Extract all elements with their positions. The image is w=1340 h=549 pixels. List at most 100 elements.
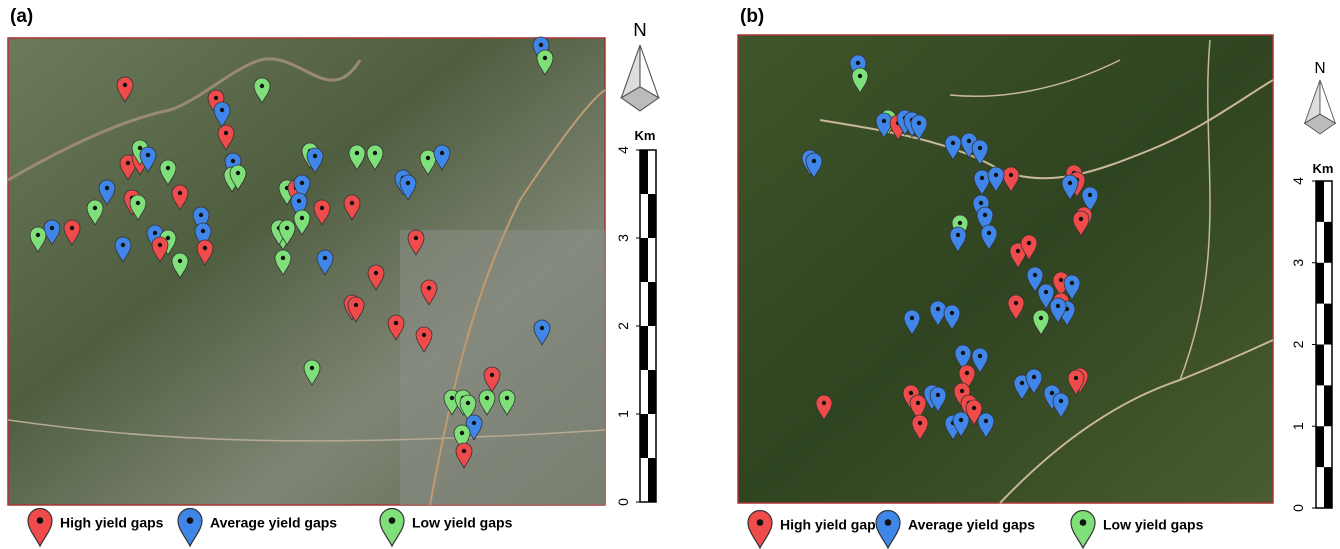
marker-dot [158,243,162,247]
marker-dot [961,351,965,355]
marker-dot [485,396,489,400]
marker-dot [136,201,140,205]
marker-dot [414,236,418,240]
marker-dot [822,401,826,405]
marker-dot [916,401,920,405]
scale-segment [648,370,656,414]
marker-dot [422,333,426,337]
map-b [738,35,1273,503]
marker-dot [936,307,940,311]
marker-pin [28,509,52,547]
marker-dot [201,229,205,233]
marker-dot [472,421,476,425]
marker-dot [310,366,314,370]
scale-tick-label: 0 [1290,504,1306,512]
marker-pin [748,511,772,549]
scale-segment [1316,345,1324,386]
marker-dot [858,74,862,78]
marker-dot [882,119,886,123]
scale-segment [640,326,648,370]
marker-dot [297,199,301,203]
marker-dot [958,221,962,225]
marker-dot [427,286,431,290]
marker-dot [1070,281,1074,285]
marker-dot [979,201,983,205]
legend-label: Low yield gaps [412,515,513,531]
marker-dot [374,271,378,275]
scale-tick-label: 4 [1290,177,1306,185]
scale-unit: Km [635,128,656,143]
marker-dot [260,84,264,88]
marker-dot [1056,304,1060,308]
marker-dot [426,156,430,160]
marker-dot [313,154,317,158]
marker-dot [406,181,410,185]
marker-dot [285,226,289,230]
scale-segment [1316,426,1324,467]
marker-dot [1079,217,1083,221]
marker-dot [951,141,955,145]
marker-dot [236,171,240,175]
marker-dot [462,449,466,453]
scale-tick-label: 3 [615,234,631,242]
scale-tick-label: 0 [615,498,631,506]
marker-dot [178,191,182,195]
north-arrow: N [1305,60,1336,134]
marker-dot [909,391,913,395]
marker-dot [350,201,354,205]
scale-segment [1324,222,1332,263]
marker-dot [373,151,377,155]
north-label: N [633,19,647,40]
legend-label: Low yield gaps [1103,517,1204,533]
marker-dot [1014,301,1018,305]
marker-dot [1088,193,1092,197]
marker-dot [543,56,547,60]
marker-dot [36,233,40,237]
marker-dot [1059,399,1063,403]
marker-dot [1050,391,1054,395]
marker-dot [440,151,444,155]
marker-dot [460,431,464,435]
marker-dot [917,121,921,125]
marker-dot [126,161,130,165]
marker-dot [1009,173,1013,177]
north-label: N [1314,60,1325,77]
scale-segment [648,282,656,326]
map-a [8,38,605,505]
scale-segment [640,238,648,282]
marker-dot [300,216,304,220]
marker-dot [394,321,398,325]
marker-dot [138,146,142,150]
marker-dot [950,311,954,315]
marker-dot [320,206,324,210]
marker-dot [187,517,194,524]
north-arrow: N [621,19,658,111]
marker-dot [220,108,224,112]
marker-dot [980,176,984,180]
scale-segment [640,414,648,458]
scale-tick-label: 1 [1290,422,1306,430]
marker-dot [540,326,544,330]
marker-dot [105,186,109,190]
marker-dot [856,61,860,65]
marker-dot [231,159,235,163]
marker-dot [978,354,982,358]
marker-dot [214,96,218,100]
marker-dot [1027,241,1031,245]
scale-tick-label: 2 [1290,340,1306,348]
marker-dot [224,131,228,135]
marker [1071,511,1095,549]
marker-dot [959,418,963,422]
marker-dot [956,233,960,237]
marker-dot [146,153,150,157]
panel-label: (b) [740,6,764,27]
scale-segment [648,194,656,238]
legend-label: Average yield gaps [210,515,337,531]
marker-dot [203,246,207,250]
marker-dot [70,226,74,230]
scale-segment [640,150,648,194]
marker-dot [757,519,764,526]
marker-dot [281,256,285,260]
marker-dot [984,419,988,423]
scale-segment [1324,467,1332,508]
